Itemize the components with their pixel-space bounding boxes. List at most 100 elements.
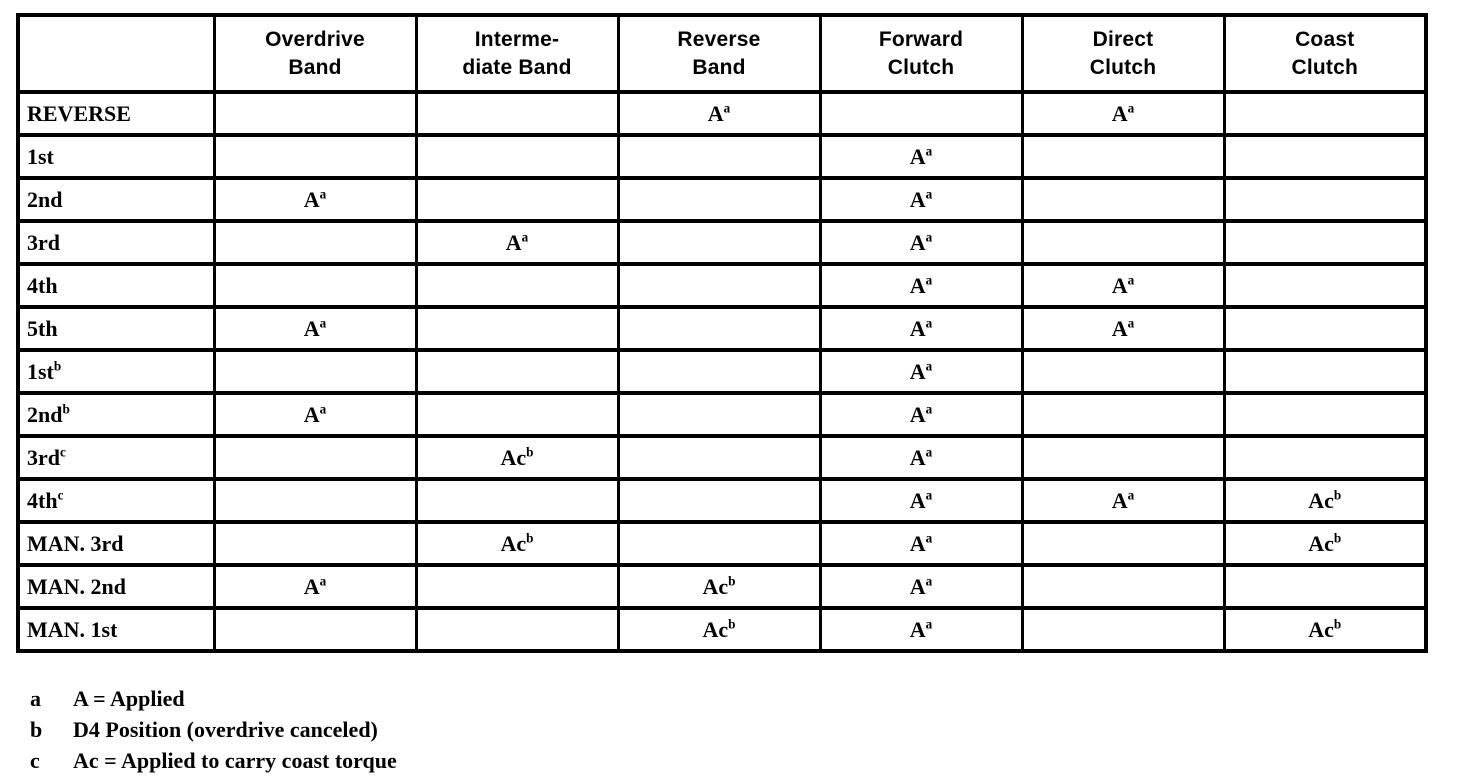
empty-cell	[1020, 219, 1226, 266]
applied-cell: Aa	[1020, 262, 1226, 309]
empty-cell	[616, 305, 822, 352]
applied-cell: Aa	[1020, 477, 1226, 524]
empty-cell	[1020, 133, 1226, 180]
footnotes: a A = Applied b D4 Position (overdrive canc…	[30, 683, 397, 776]
empty-cell	[616, 477, 822, 524]
empty-cell	[414, 391, 620, 438]
footnote-line: a A = Applied	[30, 683, 397, 714]
superscript-footnote-ref: a	[925, 616, 933, 632]
empty-cell	[414, 176, 620, 223]
table-row: REVERSE Aa Aa	[16, 90, 1428, 137]
superscript-footnote-ref: a	[1127, 487, 1135, 503]
applied-cell: Acb	[1222, 520, 1428, 567]
superscript-footnote-ref: a	[319, 315, 327, 331]
empty-cell	[212, 219, 418, 266]
superscript-footnote-ref: a	[925, 272, 933, 288]
applied-cell: Aa	[818, 606, 1024, 653]
header-row: Overdrive Band Interme- diate Band Rever…	[16, 13, 1428, 94]
footnote-text: A = Applied	[73, 686, 185, 711]
applied-cell: Acb	[616, 606, 822, 653]
superscript-footnote-ref: a	[1127, 272, 1135, 288]
superscript-footnote-ref: c	[57, 487, 64, 503]
superscript-footnote-ref: b	[1333, 616, 1342, 632]
footnote-marker: c	[30, 748, 40, 773]
column-header-forward-clutch: Forward Clutch	[818, 13, 1024, 94]
header-line: Direct	[1092, 28, 1154, 52]
empty-cell	[414, 477, 620, 524]
applied-cell: Aa	[818, 434, 1024, 481]
table-row: 4thc Aa Aa Acb	[16, 477, 1428, 524]
row-label: 4thc	[16, 477, 216, 524]
empty-cell	[818, 90, 1024, 137]
row-label: 3rdc	[16, 434, 216, 481]
empty-cell	[212, 348, 418, 395]
table-row: 1stb Aa	[16, 348, 1428, 395]
superscript-footnote-ref: a	[925, 530, 933, 546]
superscript-footnote-ref: c	[60, 444, 66, 460]
applied-cell: Acb	[616, 563, 822, 610]
empty-cell	[414, 262, 620, 309]
superscript-footnote-ref: b	[1333, 487, 1342, 503]
empty-cell	[1020, 434, 1226, 481]
superscript-footnote-ref: a	[925, 444, 933, 460]
applied-cell: Acb	[414, 520, 620, 567]
applied-cell: Aa	[818, 563, 1024, 610]
superscript-footnote-ref: b	[526, 444, 534, 460]
table-row: MAN. 1st Acb Aa Acb	[16, 606, 1428, 653]
applied-cell: Aa	[818, 348, 1024, 395]
row-label: 1stb	[16, 348, 216, 395]
applied-cell: Aa	[818, 219, 1024, 266]
empty-cell	[1020, 606, 1226, 653]
footnote-line: c Ac = Applied to carry coast torque	[30, 745, 397, 776]
empty-cell	[1222, 305, 1428, 352]
empty-cell	[1020, 563, 1226, 610]
column-header-blank	[16, 13, 216, 94]
table-row: MAN. 2nd Aa Acb Aa	[16, 563, 1428, 610]
empty-cell	[414, 606, 620, 653]
empty-cell	[1222, 262, 1428, 309]
superscript-footnote-ref: a	[319, 573, 327, 589]
header-line: diate Band	[462, 55, 572, 79]
empty-cell	[1020, 348, 1226, 395]
empty-cell	[616, 348, 822, 395]
row-label: REVERSE	[16, 90, 216, 137]
applied-cell: Aa	[1020, 305, 1226, 352]
superscript-footnote-ref: a	[925, 358, 933, 374]
empty-cell	[1222, 219, 1428, 266]
row-label: 2ndb	[16, 391, 216, 438]
table-row: 1st Aa	[16, 133, 1428, 180]
footnote-text: D4 Position (overdrive canceled)	[73, 717, 378, 742]
superscript-footnote-ref: a	[925, 186, 933, 202]
superscript-footnote-ref: a	[521, 229, 529, 245]
applied-cell: Aa	[818, 520, 1024, 567]
empty-cell	[616, 434, 822, 481]
column-header-intermediate-band: Interme- diate Band	[414, 13, 620, 94]
empty-cell	[616, 219, 822, 266]
empty-cell	[212, 90, 418, 137]
superscript-footnote-ref: a	[319, 186, 327, 202]
empty-cell	[1222, 391, 1428, 438]
empty-cell	[1020, 176, 1226, 223]
column-header-coast-clutch: Coast Clutch	[1222, 13, 1428, 94]
header-line: Clutch	[887, 55, 955, 79]
empty-cell	[212, 606, 418, 653]
empty-cell	[1020, 391, 1226, 438]
superscript-footnote-ref: b	[53, 358, 62, 374]
applied-cell: Aa	[818, 176, 1024, 223]
header-line: Interme-	[474, 28, 560, 52]
applied-cell: Acb	[1222, 606, 1428, 653]
empty-cell	[616, 262, 822, 309]
applied-cell: Aa	[414, 219, 620, 266]
table-row: 5th Aa Aa Aa	[16, 305, 1428, 352]
empty-cell	[616, 520, 822, 567]
applied-cell: Acb	[414, 434, 620, 481]
table-row: 2nd Aa Aa	[16, 176, 1428, 223]
table-row: MAN. 3rd Acb Aa Acb	[16, 520, 1428, 567]
empty-cell	[212, 520, 418, 567]
footnote-marker: a	[30, 686, 41, 711]
header-line: Band	[692, 55, 746, 79]
superscript-footnote-ref: a	[925, 229, 933, 245]
column-header-direct-clutch: Direct Clutch	[1020, 13, 1226, 94]
empty-cell	[212, 434, 418, 481]
superscript-footnote-ref: a	[1127, 100, 1135, 116]
